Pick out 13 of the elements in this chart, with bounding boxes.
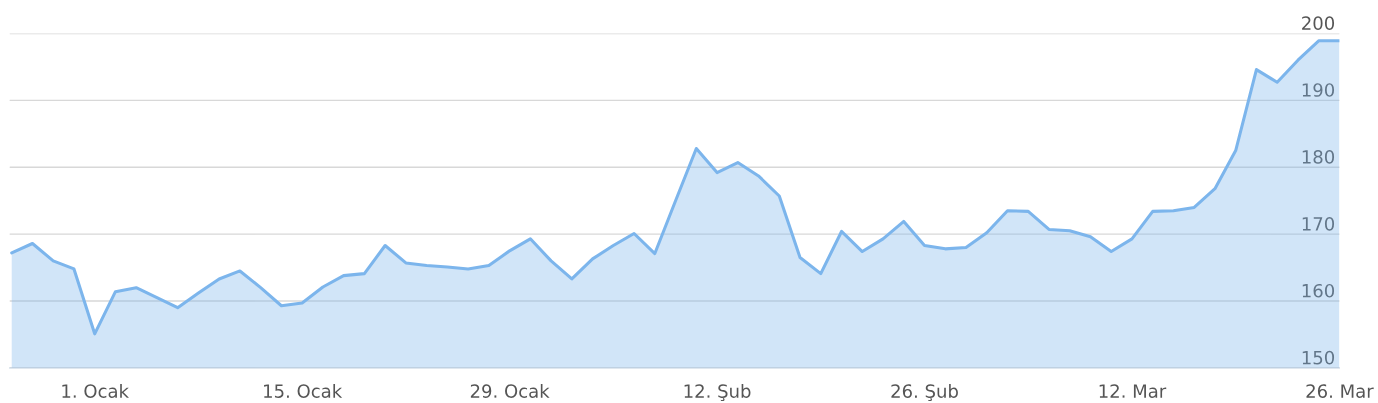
y-tick-label: 170	[1302, 216, 1335, 231]
x-tick-label: 1. Ocak	[62, 383, 129, 398]
y-tick-label: 180	[1302, 150, 1335, 164]
x-tick-label: 29. Ocak	[470, 383, 550, 398]
x-tick-label: 26. Mar	[1306, 384, 1374, 398]
y-tick-label: 160	[1302, 283, 1335, 298]
x-tick-label: 12. Şub	[684, 383, 751, 402]
y-tick-label: 150	[1302, 350, 1335, 365]
x-tick-label: 26. Şub	[891, 383, 958, 402]
y-tick-label: 200	[1302, 16, 1335, 30]
x-tick-label: 12. Mar	[1099, 384, 1167, 398]
x-tick-label: 15. Ocak	[264, 383, 343, 398]
y-tick-label: 190	[1302, 83, 1335, 97]
